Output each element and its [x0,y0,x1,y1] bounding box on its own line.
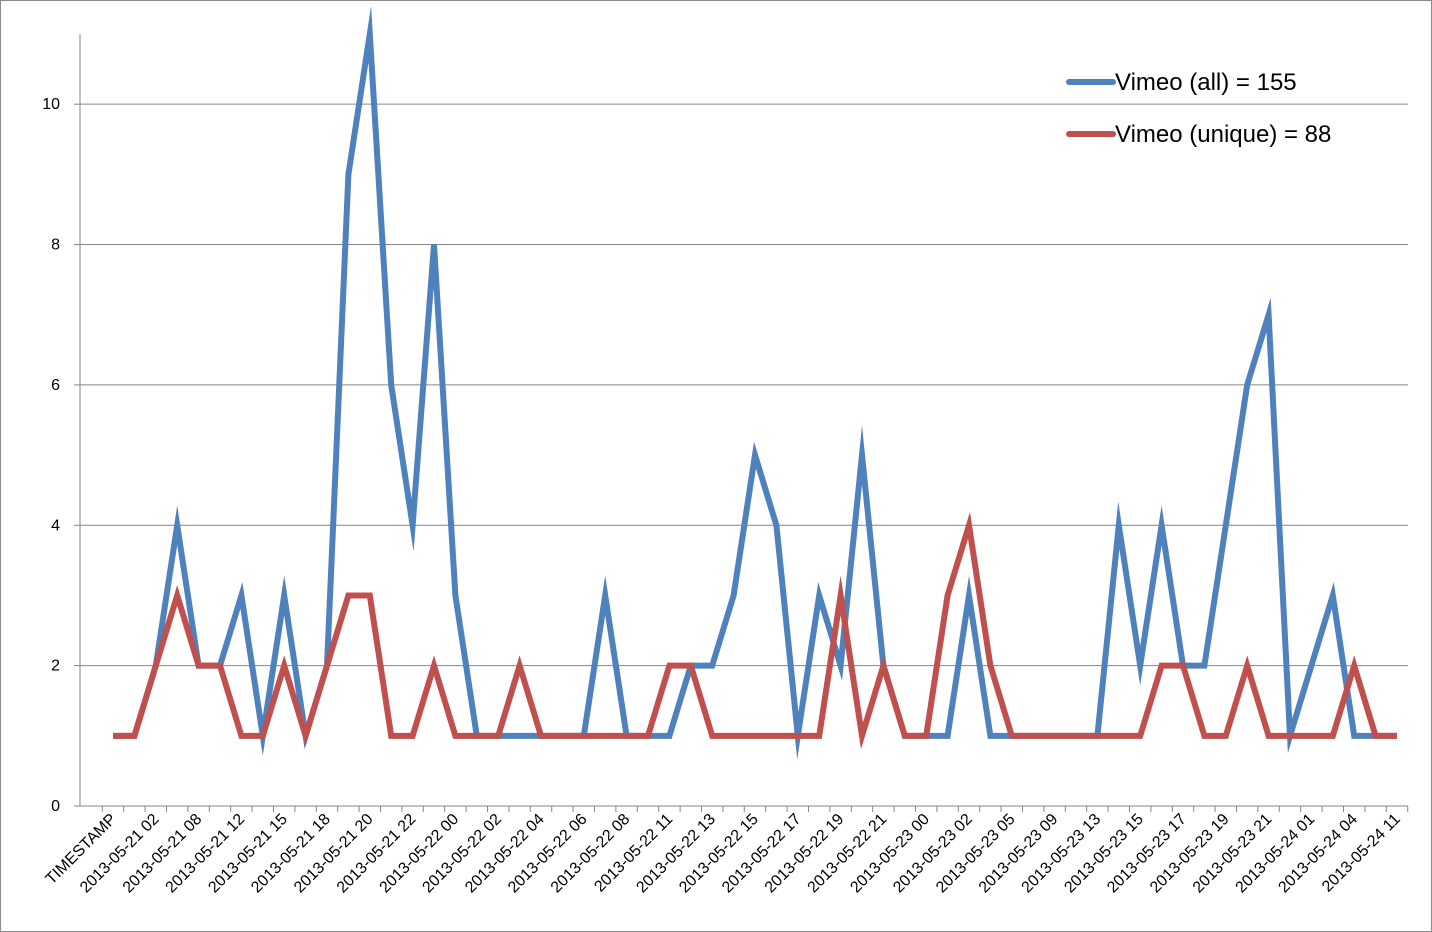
gridlines [80,103,1408,667]
y-axis: 0 2 4 6 8 10 [42,34,81,815]
plot-series [113,5,1397,760]
y-tick-label: 2 [51,658,60,675]
x-tick-label: 2013-05-24 11 [1319,811,1404,896]
legend-label: Vimeo (unique) = 88 [1115,121,1331,148]
y-tick-label: 0 [51,798,60,815]
series-line-2 [113,511,1397,750]
legend: Vimeo (all) = 155 Vimeo (unique) = 88 [1066,69,1331,148]
y-tick-label: 6 [51,377,60,394]
y-tick-label: 8 [51,237,60,254]
y-tick-label: 4 [51,517,60,534]
y-tick-label: 10 [42,96,60,113]
legend-label: Vimeo (all) = 155 [1115,69,1297,96]
